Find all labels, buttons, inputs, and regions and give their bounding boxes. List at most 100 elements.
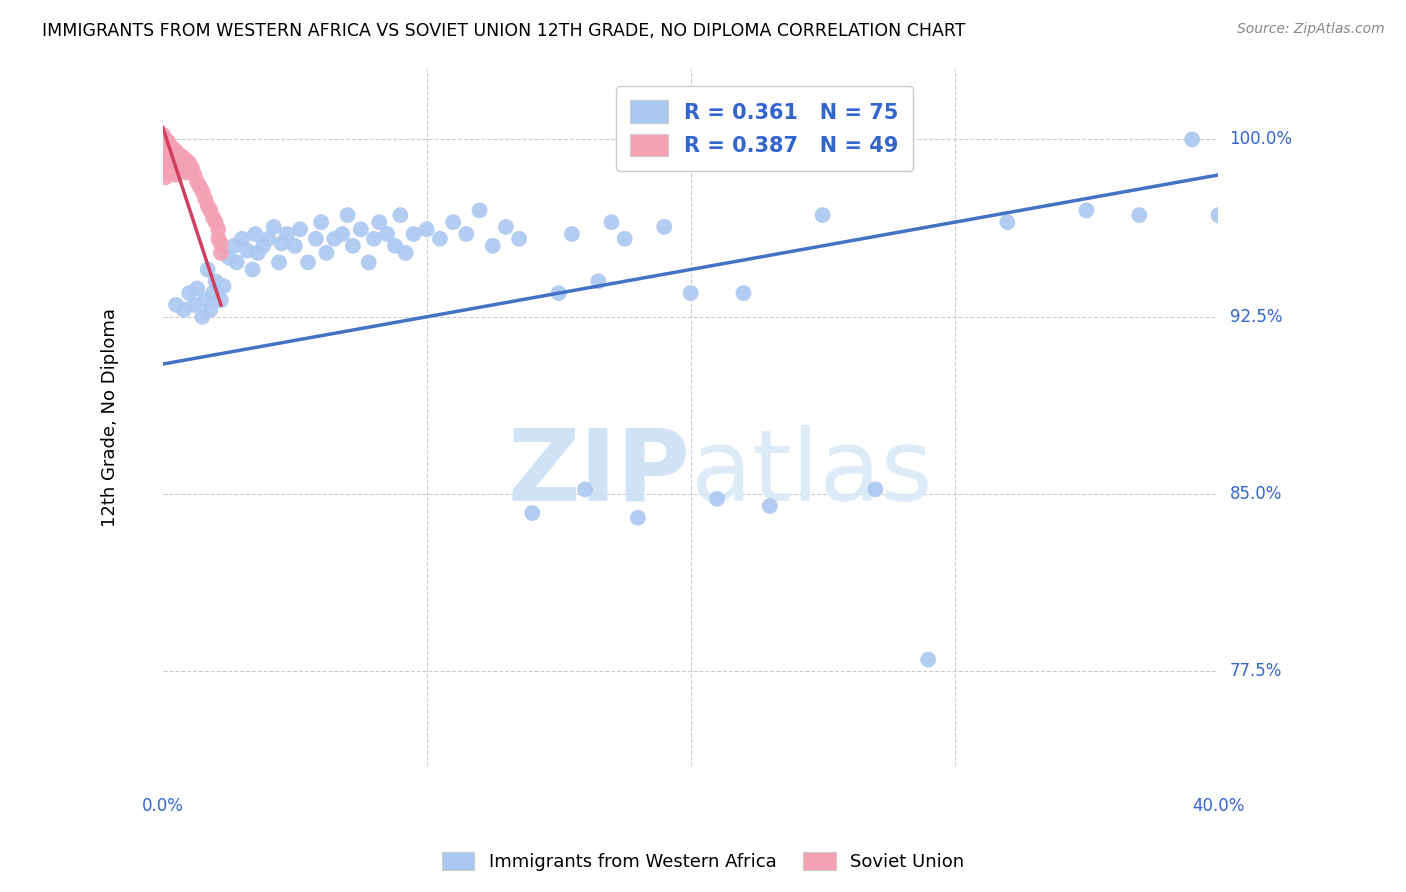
Point bbox=[162, 163, 184, 178]
Text: Source: ZipAtlas.com: Source: ZipAtlas.com bbox=[1237, 22, 1385, 37]
Point bbox=[165, 168, 187, 182]
Point bbox=[733, 286, 755, 301]
Point bbox=[995, 215, 1018, 229]
Point bbox=[600, 215, 623, 229]
Point bbox=[167, 149, 190, 163]
Point bbox=[186, 281, 208, 295]
Point bbox=[173, 302, 195, 317]
Text: 0.0%: 0.0% bbox=[142, 797, 184, 814]
Point bbox=[270, 236, 292, 251]
Point bbox=[200, 302, 222, 317]
Point bbox=[309, 215, 332, 229]
Point bbox=[627, 510, 650, 524]
Text: IMMIGRANTS FROM WESTERN AFRICA VS SOVIET UNION 12TH GRADE, NO DIPLOMA CORRELATIO: IMMIGRANTS FROM WESTERN AFRICA VS SOVIET… bbox=[42, 22, 966, 40]
Point bbox=[276, 227, 298, 241]
Point bbox=[197, 262, 219, 277]
Point bbox=[207, 222, 229, 236]
Point bbox=[297, 255, 319, 269]
Text: 77.5%: 77.5% bbox=[1230, 663, 1282, 681]
Point bbox=[159, 139, 181, 153]
Point bbox=[613, 232, 636, 246]
Point bbox=[284, 239, 307, 253]
Point bbox=[236, 244, 259, 258]
Point bbox=[173, 163, 195, 178]
Point bbox=[155, 161, 177, 175]
Point bbox=[389, 208, 412, 222]
Point bbox=[1076, 203, 1098, 218]
Point bbox=[218, 251, 240, 265]
Point bbox=[155, 142, 177, 156]
Point bbox=[456, 227, 478, 241]
Point bbox=[159, 156, 181, 170]
Point bbox=[395, 246, 418, 260]
Point bbox=[155, 170, 177, 185]
Point bbox=[231, 232, 253, 246]
Point bbox=[679, 286, 702, 301]
Point bbox=[197, 199, 219, 213]
Point bbox=[222, 239, 245, 253]
Point bbox=[257, 232, 280, 246]
Point bbox=[759, 499, 782, 513]
Point bbox=[652, 219, 675, 234]
Legend: Immigrants from Western Africa, Soviet Union: Immigrants from Western Africa, Soviet U… bbox=[434, 845, 972, 879]
Point bbox=[207, 232, 229, 246]
Point bbox=[176, 153, 198, 168]
Point bbox=[152, 137, 174, 152]
Point bbox=[242, 262, 264, 277]
Point bbox=[811, 208, 834, 222]
Point bbox=[180, 161, 202, 175]
Point bbox=[481, 239, 503, 253]
Point bbox=[706, 491, 728, 506]
Text: 100.0%: 100.0% bbox=[1230, 130, 1292, 148]
Point bbox=[267, 255, 290, 269]
Point bbox=[350, 222, 373, 236]
Point bbox=[330, 227, 353, 241]
Point bbox=[368, 215, 391, 229]
Point bbox=[194, 293, 217, 308]
Point bbox=[209, 293, 232, 308]
Point bbox=[194, 192, 217, 206]
Text: 92.5%: 92.5% bbox=[1230, 308, 1282, 326]
Point bbox=[191, 310, 214, 324]
Point bbox=[155, 152, 177, 166]
Point bbox=[188, 179, 211, 194]
Point bbox=[204, 274, 226, 288]
Point bbox=[323, 232, 346, 246]
Point bbox=[170, 161, 193, 175]
Point bbox=[375, 227, 398, 241]
Point bbox=[495, 219, 517, 234]
Point bbox=[152, 132, 174, 146]
Point bbox=[865, 483, 887, 497]
Point bbox=[416, 222, 439, 236]
Point bbox=[246, 246, 269, 260]
Point bbox=[429, 232, 451, 246]
Point bbox=[917, 652, 939, 666]
Point bbox=[561, 227, 583, 241]
Point bbox=[200, 203, 222, 218]
Point bbox=[315, 246, 337, 260]
Point bbox=[522, 506, 544, 520]
Point bbox=[588, 274, 610, 288]
Point bbox=[157, 165, 180, 179]
Text: ZIP: ZIP bbox=[508, 425, 690, 522]
Point bbox=[170, 149, 193, 163]
Point bbox=[157, 146, 180, 161]
Point bbox=[201, 286, 224, 301]
Point bbox=[204, 215, 226, 229]
Legend: R = 0.361   N = 75, R = 0.387   N = 49: R = 0.361 N = 75, R = 0.387 N = 49 bbox=[616, 86, 914, 171]
Point bbox=[162, 142, 184, 156]
Point bbox=[152, 128, 174, 142]
Text: 40.0%: 40.0% bbox=[1192, 797, 1244, 814]
Point bbox=[186, 175, 208, 189]
Point bbox=[157, 139, 180, 153]
Text: 85.0%: 85.0% bbox=[1230, 485, 1282, 503]
Point bbox=[1181, 132, 1204, 146]
Point bbox=[162, 152, 184, 166]
Point bbox=[252, 239, 274, 253]
Text: 12th Grade, No Diploma: 12th Grade, No Diploma bbox=[101, 308, 120, 527]
Point bbox=[157, 156, 180, 170]
Text: atlas: atlas bbox=[690, 425, 932, 522]
Point bbox=[342, 239, 364, 253]
Point bbox=[547, 286, 569, 301]
Point bbox=[173, 152, 195, 166]
